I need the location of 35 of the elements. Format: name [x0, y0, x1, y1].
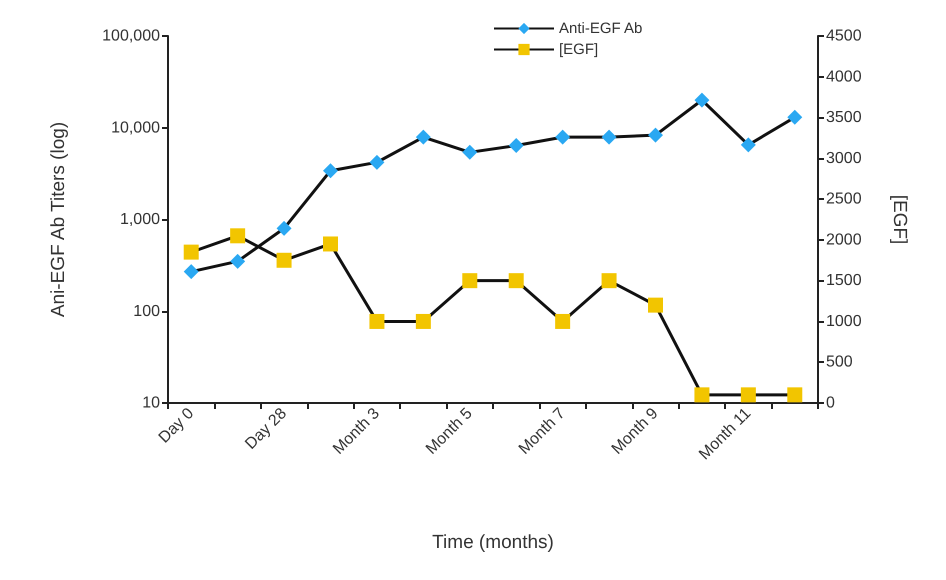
y2-tick-label: 4000 — [826, 68, 862, 86]
point — [648, 128, 663, 143]
point — [230, 254, 246, 269]
y2-tick-label: 3500 — [826, 109, 862, 126]
y-tick-label: 100 — [133, 302, 160, 320]
y2-tick-label: 2500 — [826, 190, 862, 208]
point — [323, 163, 338, 178]
x-tick-label: Day 28 — [242, 404, 290, 453]
point — [276, 220, 292, 236]
point — [787, 110, 802, 125]
point — [184, 264, 199, 280]
y-axis-title: Ani-EGF Ab Titers (log) — [48, 122, 69, 318]
y2-tick-label: 4500 — [826, 28, 862, 44]
legend-label: [EGF] — [559, 41, 598, 58]
y2-tick-label: 1500 — [826, 272, 862, 290]
point — [369, 154, 384, 170]
y2-tick-label: 3000 — [826, 150, 862, 167]
y2-tick-label: 1000 — [826, 312, 862, 330]
point — [555, 130, 570, 145]
y-tick-label: 10 — [142, 394, 160, 412]
point — [508, 138, 524, 154]
point — [416, 130, 431, 145]
legend-label: Anti-EGF Ab — [559, 20, 642, 37]
point — [740, 137, 756, 152]
x-axis-title: Time (months) — [432, 532, 554, 553]
point — [694, 92, 710, 108]
y2-tick-label: 0 — [826, 394, 835, 412]
y-tick-label: 100,000 — [102, 28, 160, 44]
y2-tick-label: 500 — [826, 354, 853, 371]
y-tick-label: 1,000 — [120, 211, 160, 228]
point — [602, 130, 617, 145]
y2-axis-title: [EGF] — [889, 194, 910, 244]
y2-tick-label: 2000 — [826, 231, 862, 248]
y-tick-label: 10,000 — [111, 119, 160, 136]
point — [462, 144, 478, 160]
